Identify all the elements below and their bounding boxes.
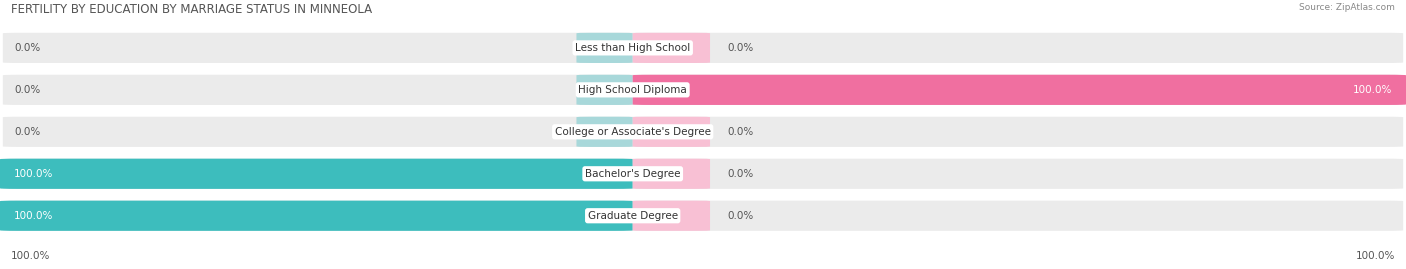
FancyBboxPatch shape [0, 159, 633, 189]
Text: 100.0%: 100.0% [14, 211, 53, 221]
Text: 0.0%: 0.0% [727, 43, 754, 53]
Text: 0.0%: 0.0% [727, 127, 754, 137]
FancyBboxPatch shape [633, 201, 710, 231]
FancyBboxPatch shape [3, 159, 1403, 189]
FancyBboxPatch shape [3, 117, 1403, 147]
Text: 0.0%: 0.0% [14, 43, 41, 53]
FancyBboxPatch shape [633, 117, 710, 147]
Text: 0.0%: 0.0% [14, 85, 41, 95]
Text: 0.0%: 0.0% [727, 211, 754, 221]
Text: 0.0%: 0.0% [727, 169, 754, 179]
FancyBboxPatch shape [3, 75, 1403, 105]
Text: College or Associate's Degree: College or Associate's Degree [555, 127, 710, 137]
Text: Less than High School: Less than High School [575, 43, 690, 53]
Text: 100.0%: 100.0% [1355, 251, 1395, 261]
Text: Bachelor's Degree: Bachelor's Degree [585, 169, 681, 179]
Text: 0.0%: 0.0% [14, 127, 41, 137]
Text: Graduate Degree: Graduate Degree [588, 211, 678, 221]
FancyBboxPatch shape [3, 33, 1403, 63]
FancyBboxPatch shape [576, 75, 633, 105]
FancyBboxPatch shape [3, 201, 1403, 231]
Text: High School Diploma: High School Diploma [578, 85, 688, 95]
FancyBboxPatch shape [0, 201, 633, 231]
FancyBboxPatch shape [576, 33, 633, 63]
Text: 100.0%: 100.0% [1353, 85, 1392, 95]
Text: Source: ZipAtlas.com: Source: ZipAtlas.com [1299, 3, 1395, 12]
Text: 100.0%: 100.0% [11, 251, 51, 261]
FancyBboxPatch shape [633, 159, 710, 189]
Text: 100.0%: 100.0% [14, 169, 53, 179]
Text: FERTILITY BY EDUCATION BY MARRIAGE STATUS IN MINNEOLA: FERTILITY BY EDUCATION BY MARRIAGE STATU… [11, 3, 373, 16]
FancyBboxPatch shape [633, 33, 710, 63]
FancyBboxPatch shape [576, 117, 633, 147]
FancyBboxPatch shape [633, 75, 1406, 105]
